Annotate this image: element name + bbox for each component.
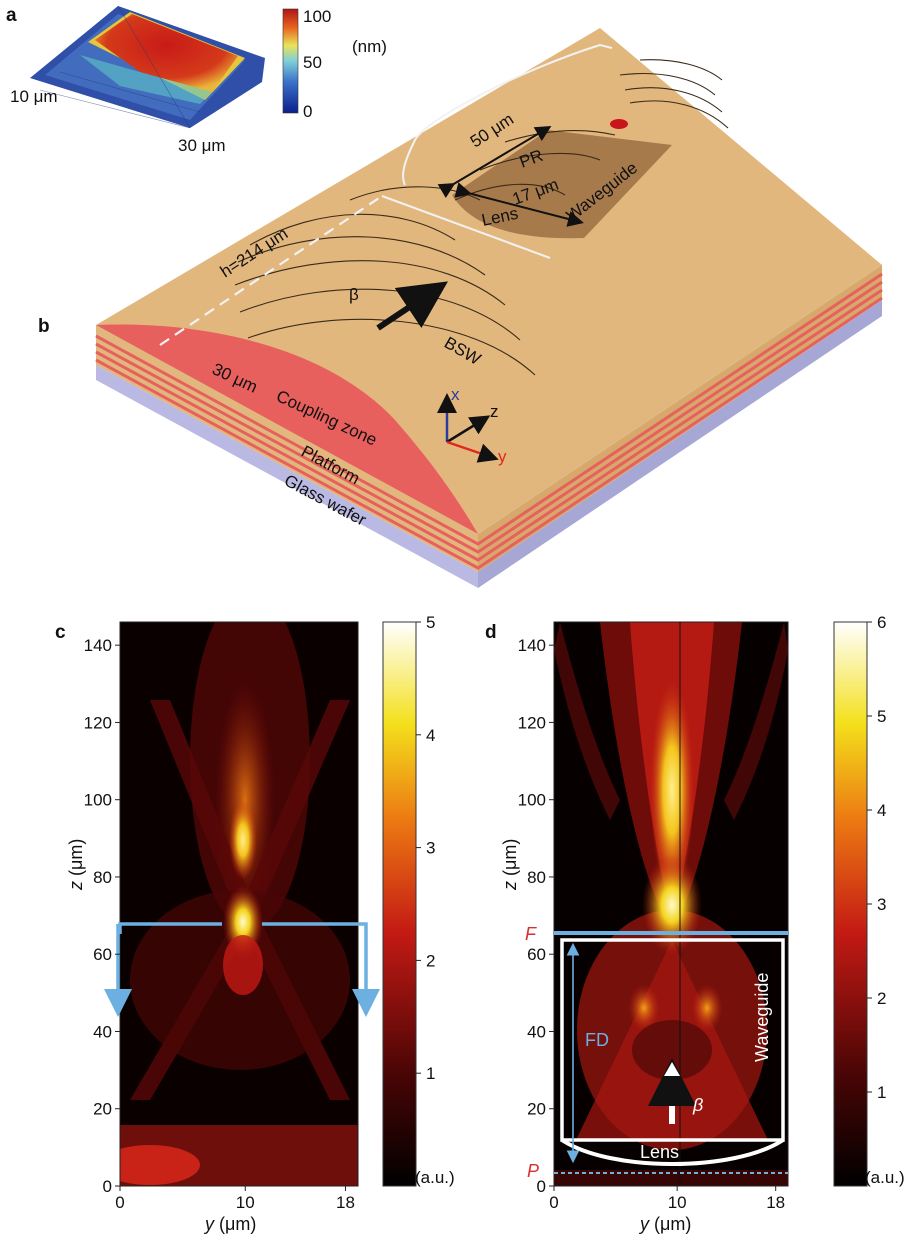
colorbar-d-ticks: 6 5 4 3 2 1: [867, 613, 886, 1102]
colorbar-c-unit: (a.u.): [415, 1168, 455, 1187]
colorbar-tick-label: 1: [877, 1083, 886, 1102]
focus-F-label: F: [525, 924, 537, 944]
y-tick-label: 140: [518, 636, 546, 655]
heatmap-d-xlabel: y (μm): [638, 1214, 691, 1234]
dim-50um: [437, 125, 552, 199]
coupling-zone: [96, 324, 478, 534]
x-tick-label: 0: [115, 1193, 124, 1212]
multilayer-stack: [95, 272, 883, 570]
x-tick-label: 10: [668, 1193, 687, 1212]
x-tick-label: 18: [336, 1193, 355, 1212]
beta-arrow: [376, 281, 448, 331]
y-tick-label: 60: [93, 945, 112, 964]
y-tick-label: 80: [527, 868, 546, 887]
colorbar-tick-label: 6: [877, 613, 886, 632]
lens-outline: [560, 1138, 785, 1166]
y-tick-label: 40: [527, 1022, 546, 1041]
afm-colorbar-tick: 0: [303, 102, 312, 121]
colorbar-d: [833, 621, 868, 1187]
axis-x-label: x: [451, 385, 460, 404]
heatmap-c-frame: [119, 621, 359, 1187]
colorbar-c-ticks: 5 4 3 2 1: [416, 613, 435, 1083]
heatmap-d-axes: 0 20 40 60 80 100 120 140 0 10 18: [518, 636, 786, 1212]
afm-size-label-x: 30 μm: [178, 136, 226, 155]
y-tick-label: 60: [527, 945, 546, 964]
panel-a: a 10 μm 30 μm 100 50 0 (nm): [6, 5, 387, 155]
colorbar-tick-label: 2: [426, 951, 435, 970]
y-tick-label: 20: [93, 1100, 112, 1119]
heatmap-d-ylabel: z (μm): [500, 839, 520, 891]
y-tick-label: 0: [103, 1177, 112, 1196]
panel-letter-a: a: [6, 5, 17, 26]
y-tick-label: 100: [518, 791, 546, 810]
axis-z-arrow: [446, 415, 491, 444]
panel-b: b: [38, 28, 883, 588]
waveguide-label-d: Waveguide: [752, 973, 772, 1062]
heatmap-c-xlabel: y (μm): [203, 1214, 256, 1234]
y-tick-label: 20: [527, 1100, 546, 1119]
glass-wafer-front: [96, 365, 478, 588]
colorbar-tick-label: 3: [426, 839, 435, 858]
axis-z-label: z: [490, 402, 499, 421]
panel-letter-d: d: [485, 622, 497, 643]
heatmap-c-axes: 0 20 40 60 80 100 120 140 0 10 18: [84, 636, 355, 1212]
panel-letter-b: b: [38, 316, 50, 337]
plane-P-label: P: [527, 1161, 539, 1181]
afm-colorbar-tick: 50: [303, 53, 322, 72]
afm-surface-plot: [30, 5, 265, 129]
afm-colorbar-tick: 100: [303, 7, 331, 26]
colorbar-tick-label: 5: [877, 707, 886, 726]
y-tick-label: 140: [84, 636, 112, 655]
x-tick-label: 10: [236, 1193, 255, 1212]
panel-letter-c: c: [55, 622, 66, 643]
afm-colorbar-unit: (nm): [352, 37, 387, 56]
heatmap-c-ylabel: z (μm): [66, 839, 86, 891]
dim-17um: [454, 182, 584, 227]
pr-dot: [610, 119, 628, 129]
cut-line-c: [118, 922, 368, 1010]
colorbar-tick-label: 1: [426, 1064, 435, 1083]
colorbar-c: [382, 621, 417, 1187]
axis-y-label: y: [498, 447, 507, 466]
heatmap-d-frame: [553, 621, 789, 1187]
colorbar-tick-label: 2: [877, 989, 886, 1008]
heatmap-c: [120, 622, 358, 1186]
colorbar-tick-label: 3: [877, 895, 886, 914]
beta-label: β: [349, 285, 359, 304]
panel-d: d FD β Lens Waveguide: [485, 613, 905, 1234]
y-tick-label: 80: [93, 868, 112, 887]
fd-label: FD: [585, 1030, 609, 1050]
y-tick-label: 100: [84, 791, 112, 810]
colorbar-tick-label: 4: [877, 801, 886, 820]
colorbar-d-unit: (a.u.): [865, 1168, 905, 1187]
lens-label-d: Lens: [640, 1142, 679, 1162]
beta-label-d: β: [692, 1095, 703, 1115]
afm-size-label-y: 10 μm: [10, 87, 58, 106]
h-distance-line: [159, 195, 383, 346]
x-tick-label: 0: [549, 1193, 558, 1212]
afm-colorbar: [282, 8, 299, 114]
axis-y-arrow: [446, 440, 499, 463]
y-tick-label: 120: [518, 713, 546, 732]
y-tick-label: 120: [84, 713, 112, 732]
colorbar-tick-label: 4: [426, 726, 435, 745]
colorbar-tick-label: 5: [426, 613, 435, 632]
x-tick-label: 18: [766, 1193, 785, 1212]
glass-wafer-right: [478, 300, 882, 588]
y-tick-label: 40: [93, 1022, 112, 1041]
y-tick-label: 0: [537, 1177, 546, 1196]
